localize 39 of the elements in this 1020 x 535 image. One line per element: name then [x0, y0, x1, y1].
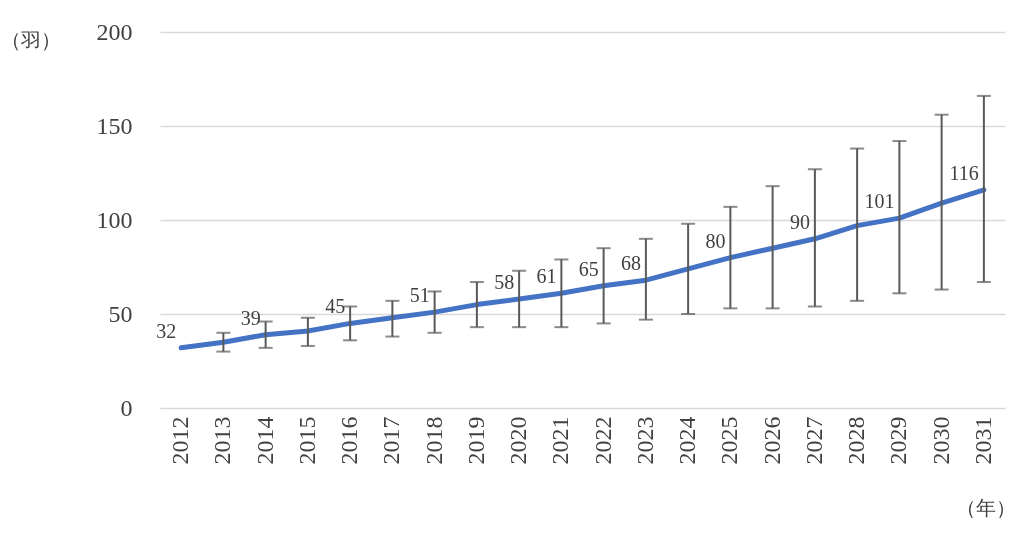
y-tick-label: 0	[120, 394, 133, 421]
data-label: 68	[620, 252, 641, 275]
data-label: 32	[156, 319, 177, 342]
x-tick-label: 2017	[378, 416, 405, 465]
x-tick-label: 2022	[589, 416, 616, 465]
x-tick-label: 2015	[293, 416, 320, 465]
x-tick-label: 2012	[167, 416, 194, 465]
x-tick-label: 2028	[843, 416, 870, 465]
data-label: 101	[864, 190, 895, 213]
y-axis-title: （羽）	[0, 28, 61, 51]
x-tick-label: 2025	[716, 416, 743, 465]
x-tick-label: 2016	[336, 416, 363, 465]
data-label: 61	[536, 265, 557, 288]
x-tick-label: 2030	[927, 416, 954, 465]
x-tick-label: 2023	[631, 416, 658, 465]
x-tick-label: 2020	[505, 416, 532, 465]
x-tick-label: 2029	[885, 416, 912, 465]
x-tick-label: 2013	[209, 416, 236, 465]
y-tick-label: 150	[96, 112, 133, 139]
y-tick-label: 50	[108, 300, 133, 327]
x-axis-title: （年）	[955, 496, 1016, 519]
x-tick-label: 2018	[420, 416, 447, 465]
x-tick-label: 2019	[462, 416, 489, 465]
x-tick-label: 2014	[251, 416, 278, 465]
y-tick-label: 200	[96, 18, 133, 45]
data-label: 58	[494, 270, 515, 293]
data-label: 39	[240, 306, 261, 329]
x-tick-label: 2026	[758, 416, 785, 465]
x-tick-label: 2031	[969, 416, 996, 465]
x-tick-label: 2024	[674, 416, 701, 465]
y-tick-label: 100	[96, 206, 133, 233]
x-tick-label: 2021	[547, 416, 574, 465]
x-tick-label: 2027	[800, 416, 827, 465]
data-label: 80	[705, 229, 726, 252]
data-label: 45	[325, 295, 346, 318]
data-label: 116	[949, 161, 979, 184]
data-label: 65	[578, 257, 599, 280]
data-label: 90	[789, 210, 810, 233]
data-label: 51	[409, 284, 430, 307]
